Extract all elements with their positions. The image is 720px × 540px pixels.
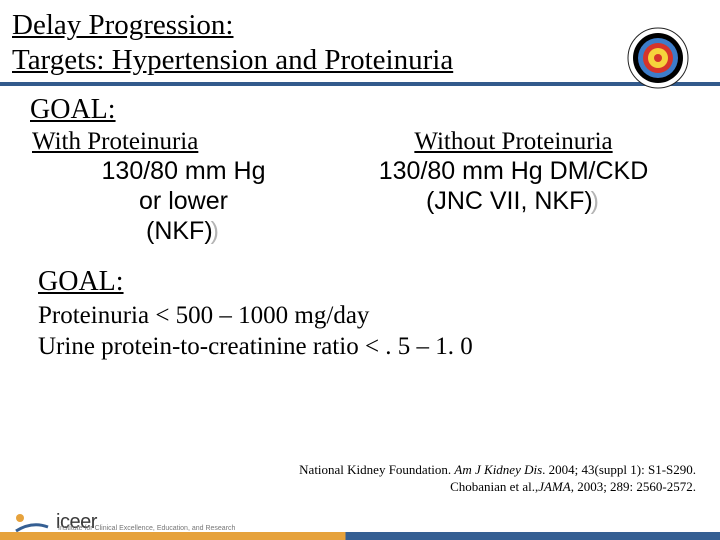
logo-mark-icon (14, 513, 50, 533)
goal1-left-line2: or lower (30, 186, 327, 216)
citation-1-ital: Am J Kidney Dis (454, 462, 542, 477)
citation: National Kidney Foundation. Am J Kidney … (299, 462, 696, 496)
goal1-left-line3: (NKF) (30, 216, 327, 246)
goal1-columns: With Proteinuria 130/80 mm Hg or lower (… (30, 128, 690, 246)
goal2-line1: Proteinuria < 500 – 1000 mg/day (38, 300, 690, 331)
citation-2-pre: Chobanian et al., (450, 479, 538, 494)
goal1-left-line1: 130/80 mm Hg (30, 156, 327, 186)
title-area: Delay Progression: Targets: Hypertension… (0, 0, 720, 82)
goal1-col-with: With Proteinuria 130/80 mm Hg or lower (… (30, 128, 327, 246)
goal1-right-heading: Without Proteinuria (337, 128, 690, 156)
title-divider (0, 82, 720, 86)
citation-line1: National Kidney Foundation. Am J Kidney … (299, 462, 696, 479)
goal2-line2: Urine protein-to-creatinine ratio < . 5 … (38, 331, 690, 362)
citation-1-post: . 2004; 43(suppl 1): S1-S290. (542, 462, 696, 477)
logo-subtitle: Institute for Clinical Excellence, Educa… (58, 525, 235, 532)
citation-line2: Chobanian et al.,JAMA, 2003; 289: 2560-2… (299, 479, 696, 496)
goal2-label: GOAL: (38, 266, 690, 298)
goal2-block: GOAL: Proteinuria < 500 – 1000 mg/day Ur… (30, 266, 690, 363)
citation-1-pre: National Kidney Foundation. (299, 462, 454, 477)
title-line-1: Delay Progression: (12, 8, 708, 43)
title-line-2: Targets: Hypertension and Proteinuria (12, 43, 708, 78)
goal1-label: GOAL: (30, 94, 690, 126)
citation-2-ital: JAMA (538, 479, 570, 494)
goal1-col-without: Without Proteinuria 130/80 mm Hg DM/CKD … (337, 128, 690, 246)
goal1-right-line1: 130/80 mm Hg DM/CKD (337, 156, 690, 186)
citation-2-post: , 2003; 289: 2560-2572. (571, 479, 696, 494)
body: GOAL: With Proteinuria 130/80 mm Hg or l… (0, 82, 720, 363)
footer-bar (0, 532, 720, 540)
goal1-right-line2: (JNC VII, NKF) (337, 186, 690, 216)
target-icon (626, 26, 690, 95)
goal1-left-heading: With Proteinuria (30, 128, 327, 156)
slide: Delay Progression: Targets: Hypertension… (0, 0, 720, 540)
